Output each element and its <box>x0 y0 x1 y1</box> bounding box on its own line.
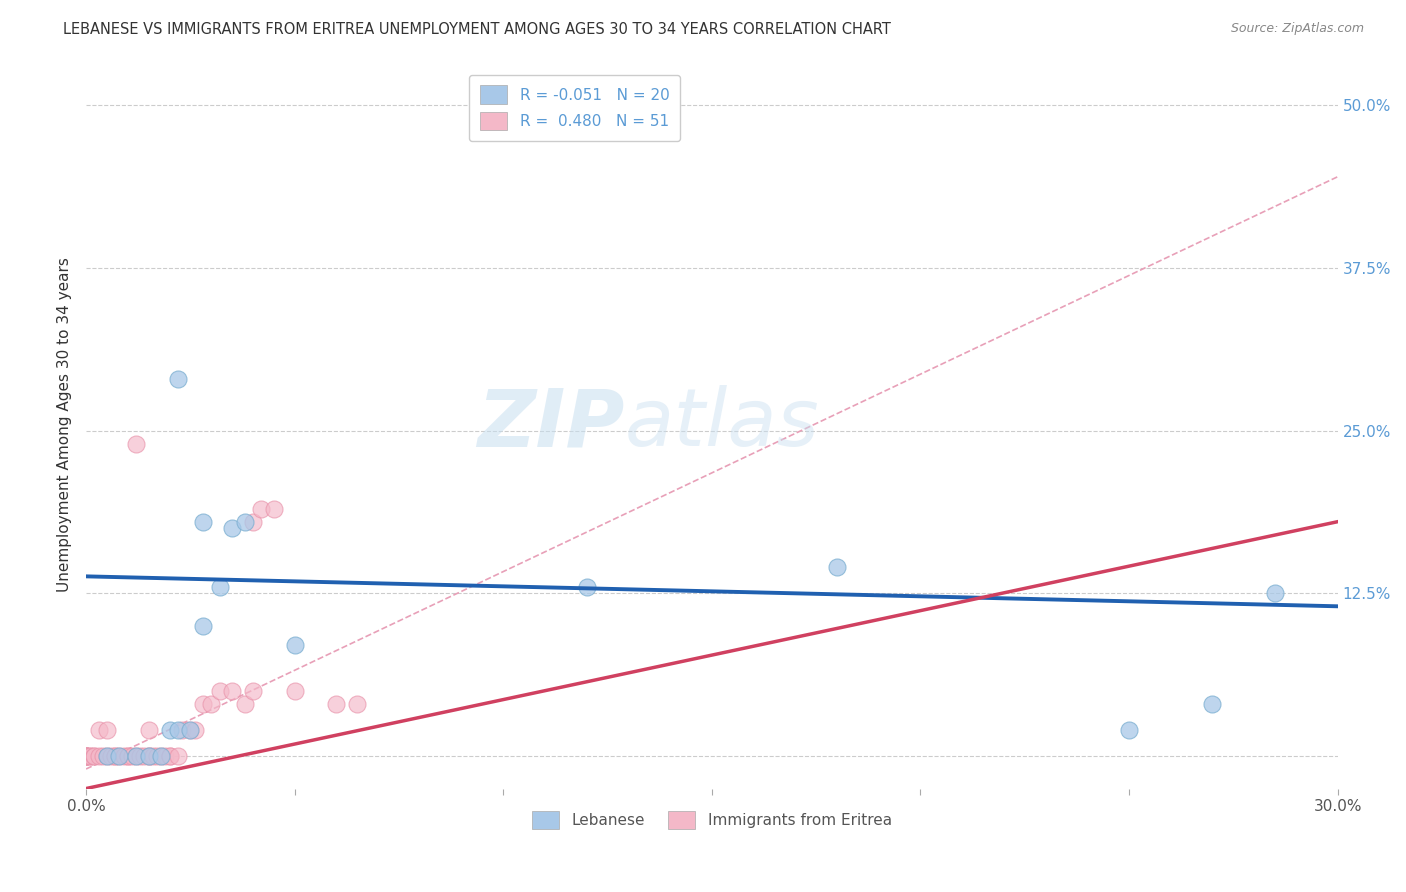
Point <box>200 697 222 711</box>
Point <box>150 749 173 764</box>
Point <box>179 723 201 737</box>
Point <box>179 723 201 737</box>
Point <box>825 560 848 574</box>
Point <box>125 436 148 450</box>
Point <box>134 749 156 764</box>
Point <box>104 749 127 764</box>
Point <box>108 749 131 764</box>
Point <box>75 749 97 764</box>
Point <box>284 638 307 652</box>
Point <box>112 749 135 764</box>
Point <box>100 749 122 764</box>
Point <box>191 619 214 633</box>
Point <box>166 749 188 764</box>
Point <box>208 684 231 698</box>
Point <box>233 697 256 711</box>
Point <box>138 749 160 764</box>
Point <box>166 723 188 737</box>
Point <box>284 684 307 698</box>
Y-axis label: Unemployment Among Ages 30 to 34 years: Unemployment Among Ages 30 to 34 years <box>58 257 72 591</box>
Point <box>79 749 101 764</box>
Point <box>117 749 139 764</box>
Point <box>250 501 273 516</box>
Point <box>108 749 131 764</box>
Point <box>129 749 152 764</box>
Point <box>83 749 105 764</box>
Point <box>83 749 105 764</box>
Point <box>96 749 118 764</box>
Point <box>138 749 160 764</box>
Point <box>125 749 148 764</box>
Text: Source: ZipAtlas.com: Source: ZipAtlas.com <box>1230 22 1364 36</box>
Point <box>91 749 114 764</box>
Point <box>1118 723 1140 737</box>
Legend: Lebanese, Immigrants from Eritrea: Lebanese, Immigrants from Eritrea <box>526 805 898 836</box>
Point <box>75 749 97 764</box>
Point <box>121 749 143 764</box>
Point <box>75 749 97 764</box>
Text: atlas: atlas <box>624 385 818 463</box>
Point <box>242 515 264 529</box>
Point <box>96 749 118 764</box>
Point <box>87 749 110 764</box>
Point <box>166 371 188 385</box>
Point <box>242 684 264 698</box>
Point <box>170 723 193 737</box>
Point <box>263 501 285 516</box>
Point <box>208 580 231 594</box>
Point <box>183 723 205 737</box>
Point <box>1264 586 1286 600</box>
Point <box>325 697 347 711</box>
Point <box>96 723 118 737</box>
Point <box>191 515 214 529</box>
Point <box>575 580 598 594</box>
Point <box>221 521 243 535</box>
Point <box>146 749 169 764</box>
Point <box>1201 697 1223 711</box>
Point <box>117 749 139 764</box>
Point <box>221 684 243 698</box>
Point <box>75 749 97 764</box>
Point <box>159 749 181 764</box>
Point <box>150 749 173 764</box>
Text: LEBANESE VS IMMIGRANTS FROM ERITREA UNEMPLOYMENT AMONG AGES 30 TO 34 YEARS CORRE: LEBANESE VS IMMIGRANTS FROM ERITREA UNEM… <box>63 22 891 37</box>
Point <box>155 749 177 764</box>
Point <box>79 749 101 764</box>
Text: ZIP: ZIP <box>477 385 624 463</box>
Point <box>142 749 165 764</box>
Point <box>138 749 160 764</box>
Point <box>138 723 160 737</box>
Point <box>75 749 97 764</box>
Point <box>87 723 110 737</box>
Point <box>191 697 214 711</box>
Point <box>346 697 368 711</box>
Point <box>159 749 181 764</box>
Point <box>125 749 148 764</box>
Point <box>233 515 256 529</box>
Point <box>104 749 127 764</box>
Point <box>159 723 181 737</box>
